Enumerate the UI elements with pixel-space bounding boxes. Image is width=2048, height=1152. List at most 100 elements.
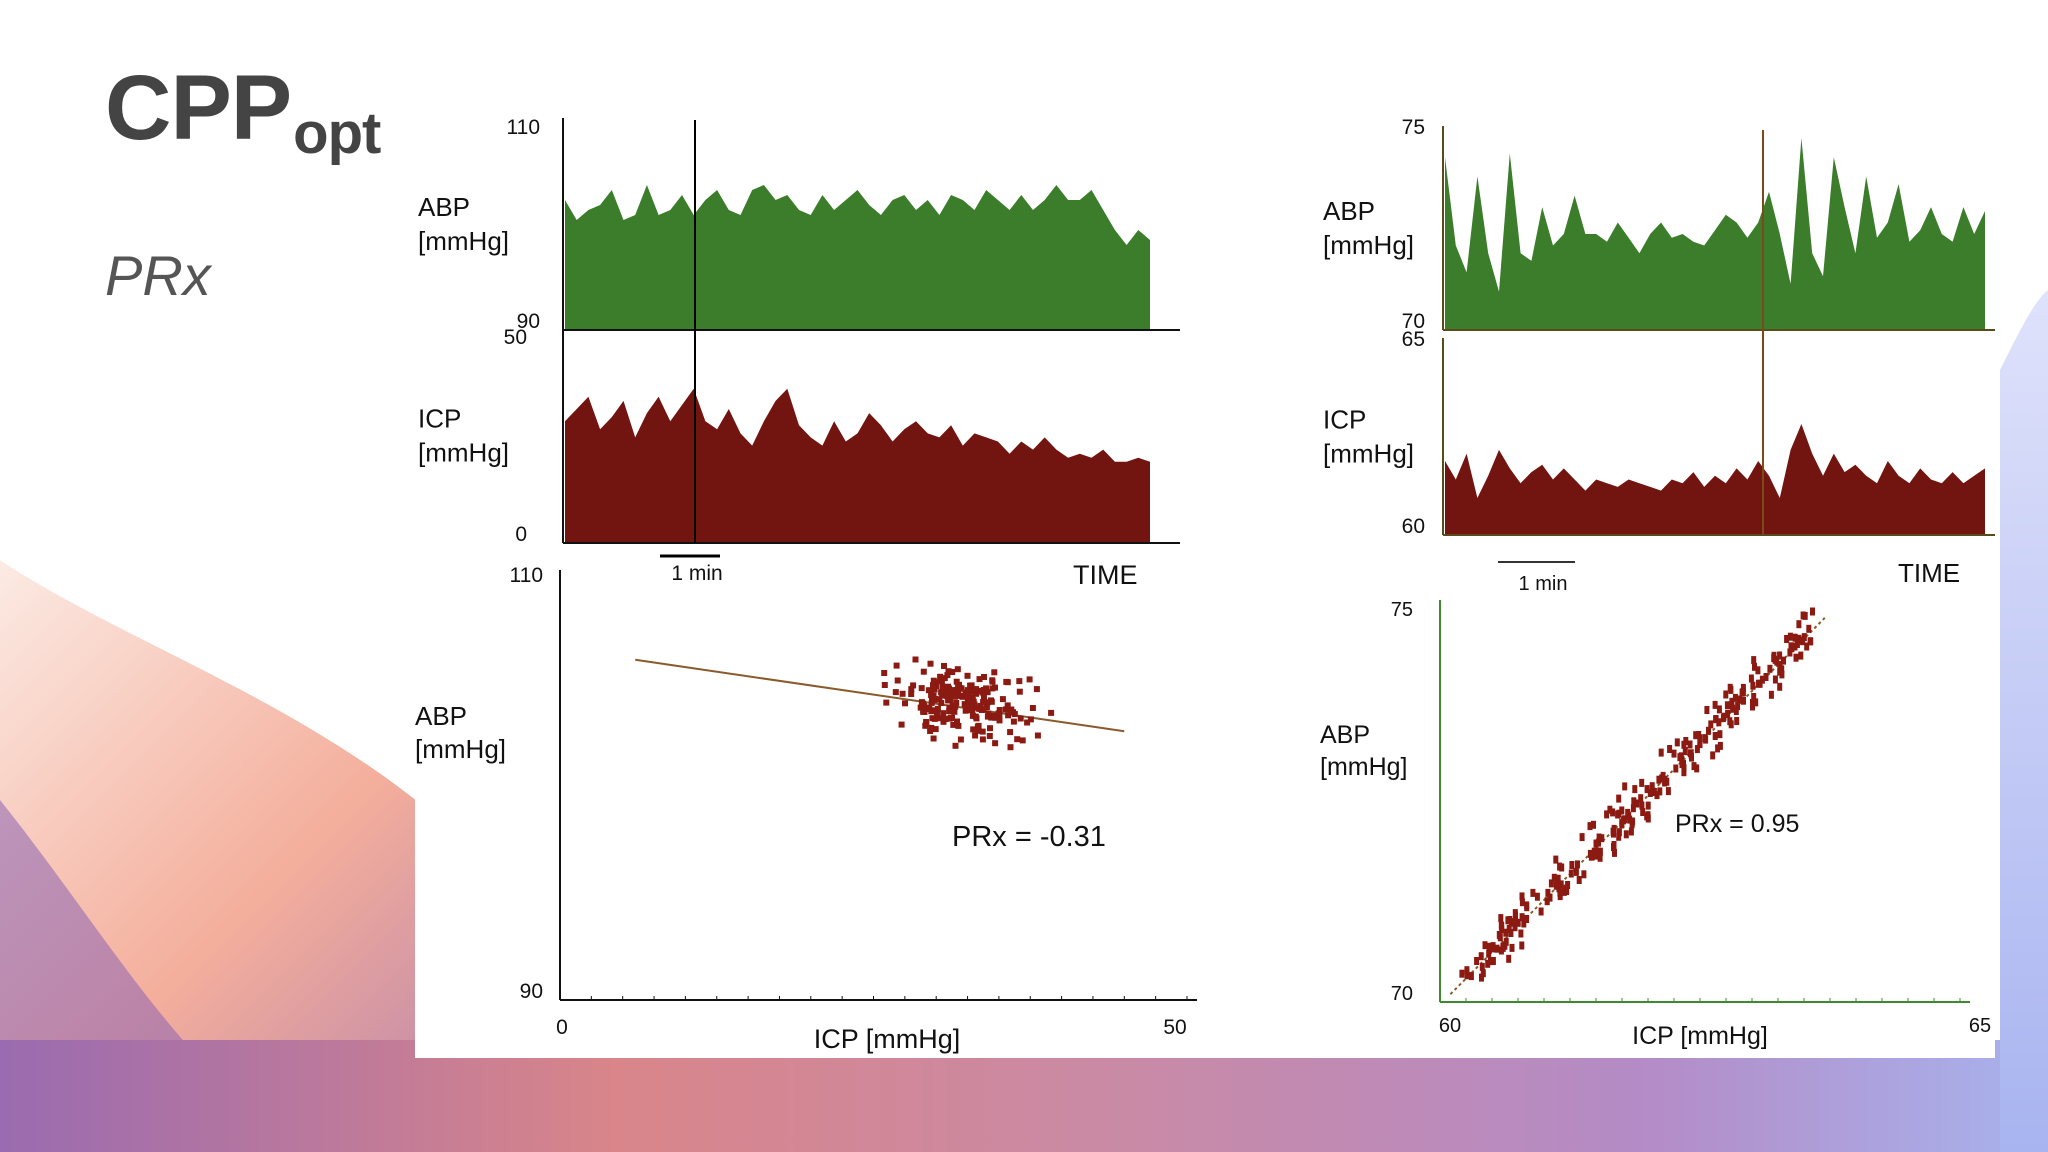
right-scatter-point [1538, 907, 1544, 916]
right-scatter-point [1619, 818, 1625, 827]
right-scatter-point [1807, 637, 1813, 646]
right-scatter-point [1777, 661, 1783, 669]
right-scatter-point [1611, 843, 1616, 852]
right-scatter-ytick-min: 70 [1391, 983, 1413, 1005]
left-scatter-point [1014, 736, 1021, 743]
right-scatter-point [1681, 768, 1687, 777]
left-scatter-point [920, 668, 927, 675]
right-scatter-point [1569, 861, 1575, 869]
right-scatter-point [1755, 666, 1761, 675]
left-scatter-point [1029, 705, 1036, 711]
left-time-label: TIME [1073, 560, 1138, 590]
left-scatter-point [1048, 709, 1055, 716]
left-icp-ylabel-line2: [mmHg] [418, 438, 509, 468]
left-scatter-point [1026, 676, 1033, 683]
left-scatter-point [973, 704, 980, 711]
left-scatter-point [976, 676, 983, 683]
right-scatter-point [1639, 801, 1645, 810]
right-scatter-point [1716, 718, 1722, 727]
left-scatter-point [973, 715, 980, 722]
left-scatter-point [934, 705, 941, 712]
left-scatter-point [1016, 688, 1023, 695]
left-scatter-point [928, 692, 935, 699]
right-scatter-point [1721, 712, 1727, 721]
right-scatter-point [1689, 753, 1694, 762]
left-scatter-point [934, 713, 940, 720]
right-scatter-point [1645, 814, 1651, 823]
left-scatter-point [972, 732, 979, 739]
slide-title: CPPopt [105, 57, 381, 166]
right-scatter-annotation: PRx = 0.95 [1675, 810, 1799, 838]
right-scatter-point [1490, 957, 1496, 965]
left-scatter-point [943, 689, 950, 696]
right-scatter-point [1480, 969, 1486, 978]
left-scatter-point [981, 674, 987, 680]
right-scatter-point [1688, 749, 1693, 758]
left-scatter-point [999, 696, 1006, 703]
right-scatter-point [1555, 878, 1561, 887]
right-time-label: TIME [1898, 558, 1960, 588]
right-scatter-point [1611, 824, 1617, 833]
right-scatter-point [1591, 820, 1596, 829]
right-scatter-point [1519, 892, 1525, 901]
right-scatter-point [1702, 734, 1708, 743]
left-scatter-point [918, 699, 925, 706]
slide-subtitle: PRx [105, 244, 211, 307]
right-scatter-point [1581, 870, 1587, 879]
right-scatter-point [1496, 930, 1502, 939]
left-scatter-point [974, 723, 981, 730]
right-scatter-point [1787, 632, 1793, 641]
left-scatter-point [947, 714, 954, 721]
left-scatter-point [945, 697, 952, 704]
right-scatter-point [1806, 624, 1812, 633]
right-scatter-point [1727, 683, 1733, 692]
left-scatter-point [926, 706, 933, 712]
right-scatter-point [1490, 944, 1496, 953]
left-scatter-point [964, 672, 971, 679]
left-scatter-point [1004, 702, 1011, 709]
left-scatter-point [893, 662, 900, 669]
right-scatter-point [1599, 834, 1605, 843]
right-icp-ytick-min: 60 [1402, 515, 1425, 538]
left-scatter-point [952, 703, 959, 710]
right-scatter-point [1713, 715, 1719, 724]
left-scatter-point [1010, 718, 1017, 725]
right-scatter-point [1628, 827, 1634, 836]
right-scatter-point [1793, 653, 1799, 662]
right-scatter-point [1757, 679, 1763, 688]
right-scatter-point [1631, 797, 1637, 806]
left-scatter-point [995, 710, 1002, 717]
right-scatter-point [1748, 674, 1754, 683]
left-scatter-point [965, 704, 972, 711]
right-scatter-point [1508, 917, 1514, 926]
left-scatter-point [996, 717, 1003, 724]
left-scatter-point [929, 697, 935, 704]
right-scatter-point [1751, 693, 1757, 701]
figure-panel: 110 90 ABP [mmHg] 50 0 ICP [mmHg] 1 min TIME 75 70 A… [415, 90, 1995, 1058]
left-scatter-point [983, 685, 990, 692]
right-scatter-point [1740, 688, 1746, 697]
right-scatter-point [1794, 640, 1800, 648]
left-scatter-point [984, 699, 991, 706]
right-scatter-point [1623, 830, 1629, 839]
left-scatter-point [987, 725, 993, 732]
right-scatter-point [1629, 820, 1635, 829]
left-scatter-point [939, 683, 946, 690]
left-scatter-point [968, 688, 975, 695]
right-scatter-point [1639, 778, 1645, 787]
left-scatter-point [945, 683, 951, 690]
left-scatter-point [992, 714, 999, 721]
left-scatter-annotation: PRx = -0.31 [952, 821, 1106, 853]
right-scatter-point [1741, 696, 1746, 705]
left-scatter-ylabel-line1: ABP [415, 701, 467, 731]
right-scale-label: 1 min [1519, 573, 1568, 595]
left-scatter-point [883, 699, 890, 706]
left-scatter-point [974, 727, 981, 734]
left-scatter-point [989, 685, 996, 692]
right-scatter-ylabel-line2: [mmHg] [1320, 753, 1408, 781]
right-scatter-xlabel: ICP [mmHg] [1632, 1022, 1768, 1050]
right-scatter-point [1597, 853, 1603, 862]
right-scatter-point [1558, 880, 1564, 889]
left-scatter-point [948, 687, 955, 694]
right-scatter-point [1593, 851, 1599, 860]
